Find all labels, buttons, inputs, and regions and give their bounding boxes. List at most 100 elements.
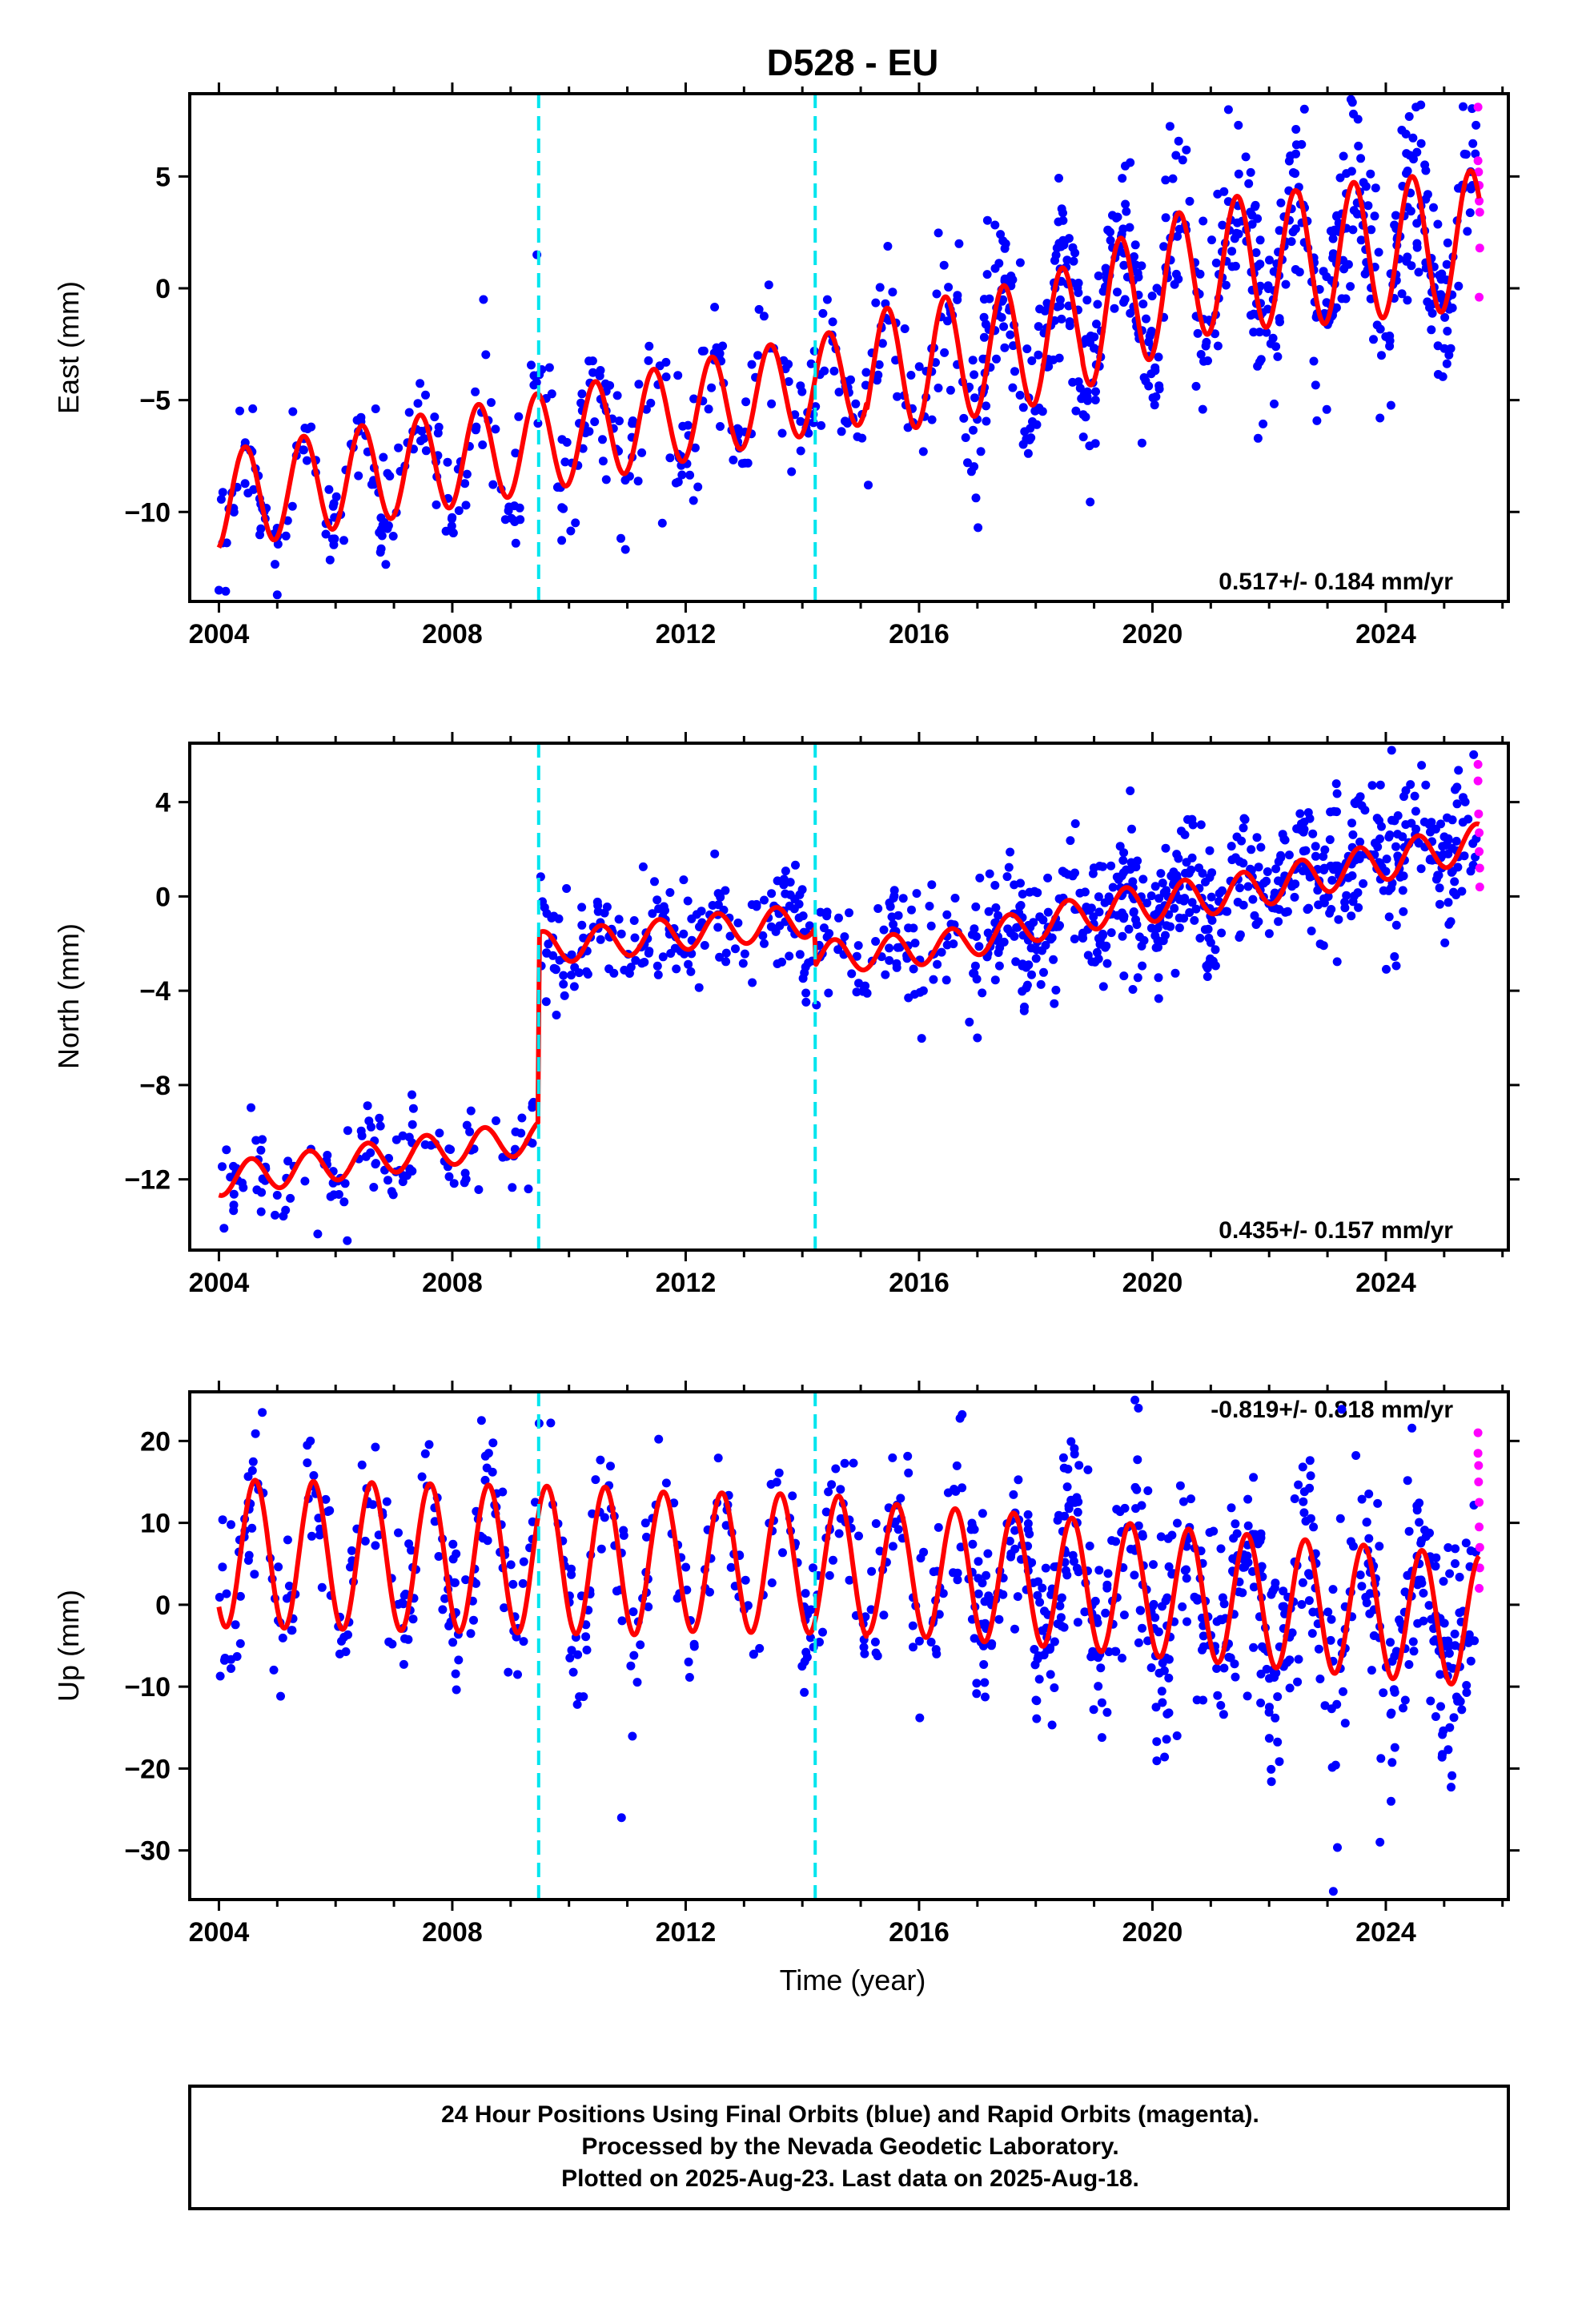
data-point (1118, 174, 1127, 183)
data-point (1034, 1675, 1044, 1684)
data-point (854, 1531, 863, 1541)
data-point (926, 1638, 936, 1647)
data-point (873, 376, 881, 385)
data-point (1276, 198, 1286, 207)
data-point (1256, 1529, 1266, 1538)
data-point (1390, 220, 1399, 230)
data-point (661, 372, 671, 382)
data-point (447, 521, 456, 531)
data-point (1291, 140, 1301, 150)
data-point (1205, 846, 1215, 855)
data-point (1091, 387, 1100, 396)
data-point (452, 1685, 461, 1695)
data-point (740, 458, 749, 468)
data-point (1187, 814, 1197, 824)
data-point (968, 1539, 978, 1549)
data-point (1340, 1719, 1350, 1728)
data-point (1435, 271, 1444, 280)
data-point (591, 1475, 600, 1485)
data-point-outlier (1416, 100, 1426, 110)
data-point (929, 975, 938, 984)
data-point (269, 1665, 279, 1675)
data-point (1199, 1642, 1208, 1651)
data-point (1033, 1590, 1042, 1600)
data-point (1108, 211, 1117, 220)
data-point (1367, 781, 1377, 790)
data-point (1074, 377, 1083, 387)
data-point (1415, 1498, 1424, 1508)
data-point (528, 1099, 537, 1108)
data-point (1010, 1526, 1020, 1535)
data-point (1264, 929, 1274, 939)
data-point (1311, 851, 1320, 861)
data-point (985, 869, 994, 879)
data-point (975, 873, 985, 883)
data-point (1466, 1546, 1476, 1555)
data-point (514, 412, 524, 421)
data-point (1413, 1580, 1423, 1590)
data-point (559, 971, 568, 980)
data-point (1452, 891, 1461, 899)
data-point (1023, 448, 1033, 458)
y-tick-label: −5 (139, 386, 171, 416)
data-point (1431, 1712, 1440, 1721)
data-point (1160, 1752, 1170, 1762)
data-point (1018, 987, 1027, 996)
data-point (1217, 928, 1227, 938)
plot-frame (188, 92, 1510, 603)
data-point (1339, 151, 1348, 161)
data-point (510, 517, 520, 526)
data-point (1083, 1465, 1093, 1474)
data-point (1231, 1672, 1240, 1682)
data-point (1158, 1698, 1167, 1707)
data-point (218, 1162, 227, 1172)
data-point (715, 952, 725, 962)
data-point (943, 316, 952, 326)
data-point (1355, 837, 1365, 846)
data-point (1157, 1687, 1166, 1696)
data-point (1130, 252, 1138, 261)
y-tick-label: −12 (124, 1165, 171, 1196)
data-point (1270, 399, 1279, 408)
data-point (801, 963, 810, 972)
data-point (430, 412, 440, 422)
footer-frame (188, 2085, 1510, 2210)
data-point (671, 478, 681, 488)
data-point (934, 384, 943, 392)
data-point (1138, 1531, 1147, 1541)
data-point (1094, 271, 1103, 280)
data-point (1397, 289, 1407, 299)
data-point (759, 312, 769, 321)
data-point (1191, 381, 1201, 391)
data-point (1033, 1655, 1042, 1664)
data-point (519, 1557, 528, 1566)
data-point (653, 970, 663, 979)
data-point (1411, 806, 1420, 816)
data-point (244, 1550, 254, 1560)
data-point (1241, 152, 1251, 162)
data-point (1147, 292, 1157, 301)
data-point (1053, 1515, 1062, 1525)
data-point (893, 943, 902, 952)
data-point (551, 964, 560, 974)
data-point (1335, 173, 1345, 183)
data-point (307, 422, 316, 432)
data-point (557, 435, 567, 444)
data-point (1454, 281, 1464, 291)
data-point (1357, 1582, 1367, 1591)
data-point (1159, 888, 1169, 898)
x-tick-label: 2004 (189, 619, 250, 649)
data-point (851, 399, 861, 408)
rapid-orbit-points-east (1473, 103, 1484, 302)
data-point (369, 1183, 379, 1192)
data-point (1058, 1453, 1068, 1462)
data-point (1119, 971, 1129, 981)
x-tick-label: 2008 (422, 619, 483, 649)
data-point (982, 416, 991, 426)
data-point (559, 504, 568, 513)
data-point (892, 959, 901, 968)
data-point (1431, 875, 1441, 884)
data-point (215, 1593, 224, 1602)
data-point (488, 480, 498, 489)
data-point (420, 1140, 430, 1149)
